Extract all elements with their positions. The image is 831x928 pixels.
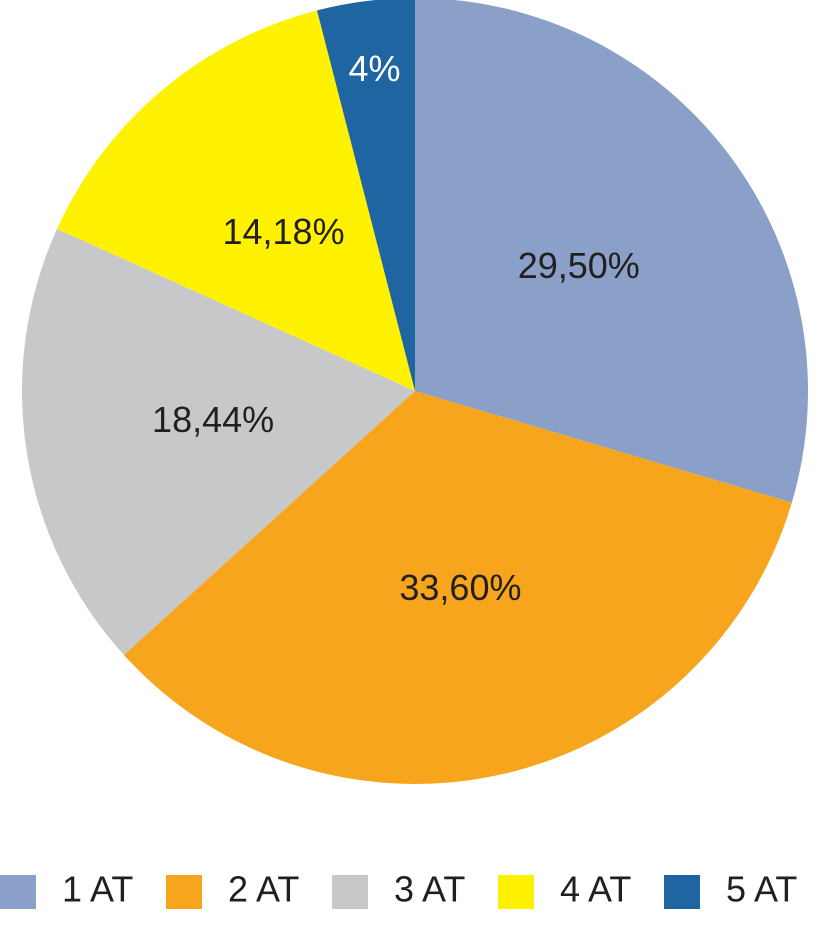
pie-slice-4-at (57, 10, 416, 391)
legend-swatch-2-at (166, 875, 202, 909)
legend-label-1-at: 1 AT (62, 869, 133, 910)
slice-label-3-at: 18,44% (152, 399, 274, 440)
pie-slice-2-at (123, 391, 792, 785)
slice-label-4-at: 14,18% (222, 211, 344, 252)
legend-label-2-at: 2 AT (228, 869, 299, 910)
legend-label-5-at: 5 AT (726, 869, 797, 910)
pie-slices (22, 0, 809, 785)
pie-slice-labels: 29,50% 33,60% 18,44% 14,18% 4% (152, 48, 640, 608)
pie-slice-1-at (415, 0, 809, 503)
legend-item-2-at: 2 AT (166, 869, 299, 910)
legend-label-3-at: 3 AT (394, 869, 465, 910)
legend-swatch-5-at (664, 875, 700, 909)
legend-item-1-at: 1 AT (0, 869, 133, 910)
slice-label-1-at: 29,50% (518, 245, 640, 286)
legend-label-4-at: 4 AT (560, 869, 631, 910)
legend-item-5-at: 5 AT (664, 869, 797, 910)
pie-slice-5-at (316, 0, 415, 391)
legend-swatch-4-at (498, 875, 534, 909)
slice-label-2-at: 33,60% (399, 567, 521, 608)
slice-label-5-at: 4% (348, 48, 400, 89)
legend-item-4-at: 4 AT (498, 869, 631, 910)
legend: 1 AT 2 AT 3 AT 4 AT 5 AT (0, 869, 797, 910)
pie-slice-3-at (22, 228, 416, 655)
legend-swatch-1-at (0, 875, 36, 909)
legend-swatch-3-at (332, 875, 368, 909)
legend-item-3-at: 3 AT (332, 869, 465, 910)
